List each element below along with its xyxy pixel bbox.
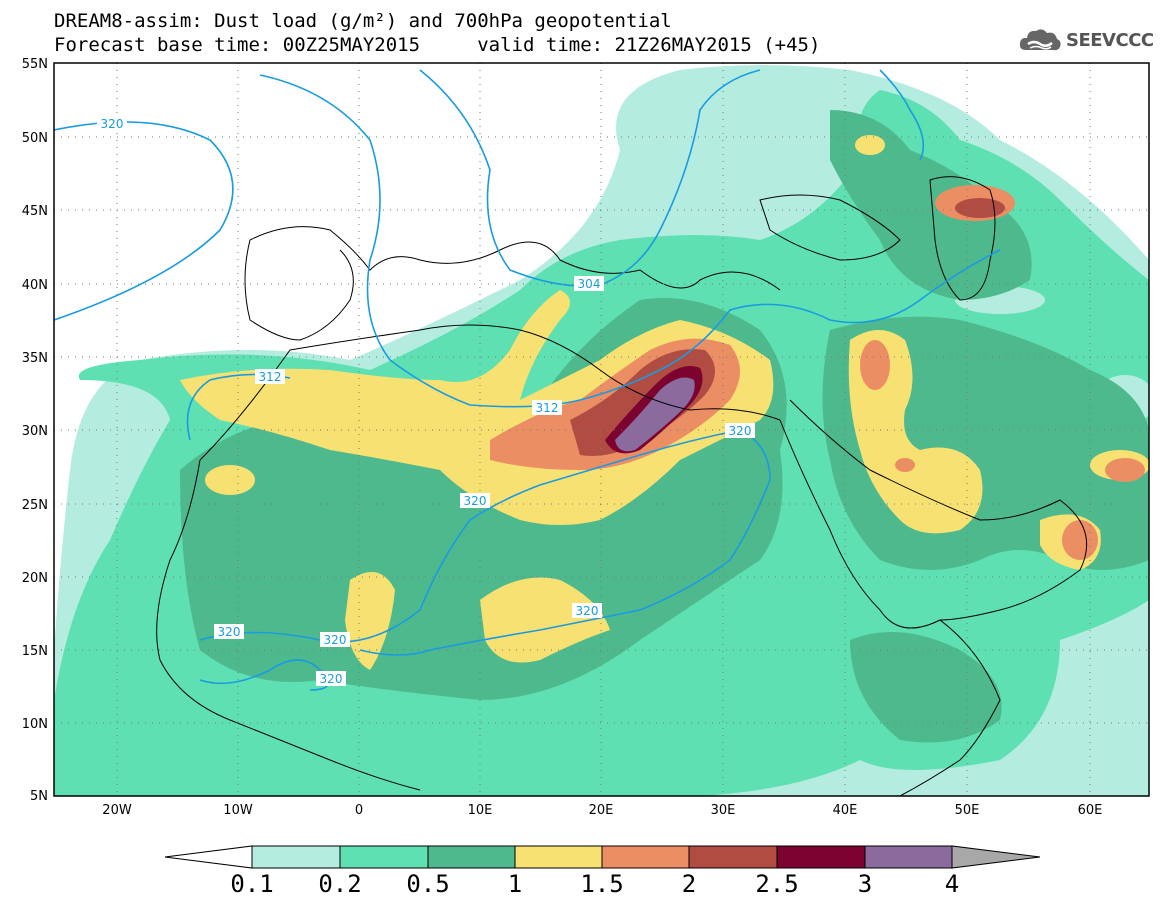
lat-label: 5N	[30, 789, 48, 804]
coastline-north-africa	[199, 324, 781, 461]
lat-label: 50N	[22, 131, 48, 146]
contour-label-text: 320	[729, 424, 752, 438]
dust-level-1	[180, 290, 774, 525]
dust-patch	[855, 135, 885, 155]
contour-labels: 320 304 312 312 320 320 320 320 320 320	[97, 116, 755, 686]
contour-label-text: 312	[536, 401, 559, 415]
coastline-red-sea	[779, 419, 941, 629]
dust-level-0.5	[830, 110, 1032, 300]
dust-level-0.5	[850, 632, 1002, 743]
map-subtitle: Forecast base time: 00Z25MAY2015 valid t…	[54, 34, 821, 56]
colorbar-label: 0.5	[406, 870, 449, 898]
colorbar-box-1	[514, 845, 603, 869]
map-frame	[53, 62, 1150, 797]
cloud-icon	[1019, 29, 1061, 51]
colorbar-max-arrow	[951, 845, 1041, 869]
colorbar-min-arrow	[164, 845, 253, 869]
contour-312-upper	[259, 74, 1001, 408]
contour-label: 320	[214, 624, 244, 639]
contour-label: 320	[320, 632, 350, 647]
coastline-arabia	[789, 399, 1088, 621]
contour-label-text: 320	[576, 604, 599, 618]
contour-label: 304	[574, 276, 604, 291]
colorbar-label: 2.5	[755, 870, 798, 898]
contour-label: 320	[572, 603, 602, 618]
lat-label: 35N	[22, 351, 48, 366]
colorbar-label: 3	[858, 870, 872, 898]
dust-level-1	[345, 572, 395, 670]
longitude-labels: 20W 10W 0 10E 20E 30E 40E 50E 60E	[102, 803, 1102, 818]
lon-label: 0	[355, 803, 363, 818]
coastline-black-sea	[759, 194, 901, 261]
colorbar-box-2	[688, 845, 778, 869]
dust-patch	[955, 198, 1005, 218]
contour-label-text: 312	[259, 370, 282, 384]
dust-patch	[1105, 458, 1145, 482]
colorbar-label: 2	[682, 870, 696, 898]
lon-label: 20W	[102, 803, 132, 818]
lat-label: 10N	[22, 717, 48, 732]
dust-level-3	[615, 377, 695, 452]
lat-label: 20N	[22, 571, 48, 586]
contour-label: 312	[255, 369, 285, 384]
lon-label: 40E	[833, 803, 858, 818]
colorbar-box-0.5	[427, 845, 516, 869]
coastlines	[156, 176, 1088, 796]
dust-patch	[860, 340, 890, 390]
colorbar-label: 1.5	[580, 870, 623, 898]
latitude-labels: 55N 50N 45N 40N 35N 30N 25N 20N 15N 10N …	[22, 57, 48, 804]
colorbar-label: 4	[945, 870, 959, 898]
lat-label: 15N	[22, 644, 48, 659]
colorbar-box-3	[864, 845, 953, 869]
coastline-iberia	[244, 239, 354, 341]
dust-patch	[1062, 520, 1098, 560]
lat-label: 45N	[22, 204, 48, 219]
lon-label: 60E	[1078, 803, 1103, 818]
logo-text: SEEVCCC	[1066, 29, 1154, 51]
colorbar-box-0.2	[339, 845, 429, 869]
contour-label-text: 320	[464, 494, 487, 508]
contour-label-text: 320	[320, 672, 343, 686]
contour-320-west	[54, 121, 234, 321]
contour-label-text: 320	[324, 633, 347, 647]
lat-label: 40N	[22, 278, 48, 293]
lon-label: 10E	[468, 803, 493, 818]
colorbar-box-1.5	[601, 845, 690, 869]
contour-label: 312	[532, 400, 562, 415]
colorbar-box-2.5	[776, 845, 866, 869]
dust-patch	[895, 458, 915, 472]
dust-field	[54, 65, 1149, 796]
dust-level-1	[480, 577, 610, 663]
lat-label: 30N	[22, 424, 48, 439]
lon-label: 10W	[223, 803, 253, 818]
lon-label: 30E	[711, 803, 736, 818]
colorbar-label: 1	[508, 870, 522, 898]
contour-north	[879, 69, 925, 161]
colorbar-label: 0.1	[230, 870, 273, 898]
map-title: DREAM8-assim: Dust load (g/m²) and 700hP…	[54, 10, 672, 32]
contour-label-text: 304	[578, 277, 601, 291]
contour-label: 320	[316, 671, 346, 686]
dust-patch	[750, 136, 810, 164]
contour-label: 320	[725, 423, 755, 438]
lat-label: 25N	[22, 498, 48, 513]
grid	[54, 63, 1149, 796]
colorbar-box-0.1	[251, 845, 341, 869]
contour-label: 320	[97, 116, 127, 131]
contour-label-text: 320	[101, 117, 124, 131]
contour-label-text: 320	[218, 625, 241, 639]
dust-patch	[205, 465, 255, 495]
lat-label: 55N	[22, 57, 48, 72]
lon-label: 50E	[955, 803, 980, 818]
colorbar-label: 0.2	[318, 870, 361, 898]
colorbar: 0.1 0.2 0.5 1 1.5 2 2.5 3 4	[164, 845, 1041, 898]
lon-label: 20E	[589, 803, 614, 818]
contour-label: 320	[460, 493, 490, 508]
seevccc-logo: SEEVCCC	[1018, 26, 1154, 54]
coastline-europe	[249, 226, 781, 291]
coastline-west-africa	[156, 459, 421, 791]
coastline-caspian	[929, 176, 996, 301]
